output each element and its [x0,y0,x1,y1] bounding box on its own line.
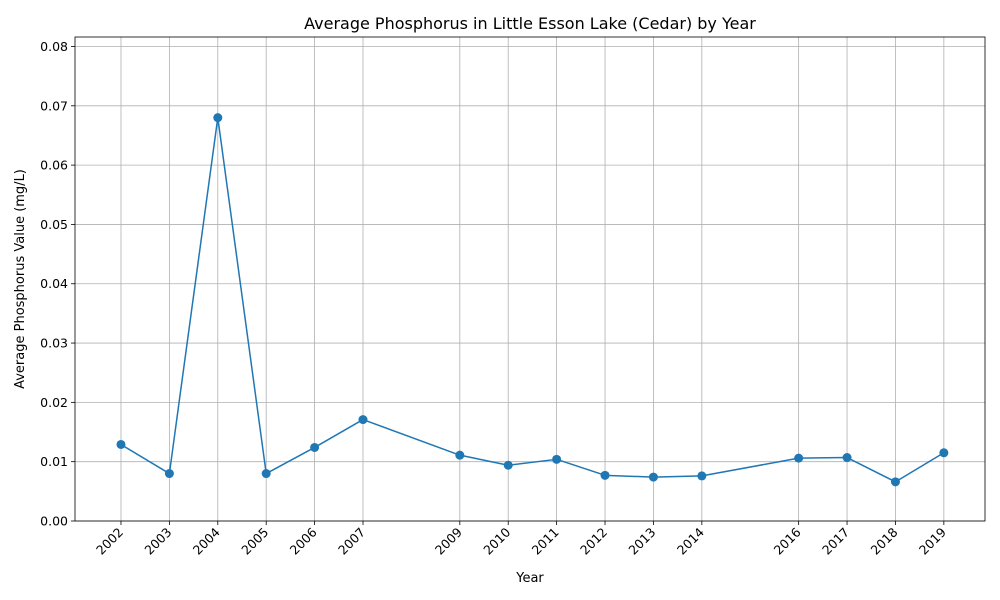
data-point [455,450,465,460]
x-axis-label: Year [515,571,544,586]
data-point [116,439,126,449]
y-tick-label: 0.05 [40,217,68,232]
y-tick-label: 0.00 [40,514,68,529]
x-tick-label: 2011 [529,525,562,558]
data-point [358,415,368,425]
x-tick-label: 2013 [625,525,658,558]
x-tick-label: 2010 [480,524,513,557]
x-tick-label: 2003 [141,525,174,558]
x-tick-label: 2017 [819,525,852,558]
x-tick-label: 2005 [238,525,271,558]
data-point [503,460,513,470]
axes [74,36,986,522]
series-layer [116,113,949,487]
data-point [794,453,804,463]
grid [75,37,985,522]
x-tick-label: 2007 [335,525,368,558]
y-tick-label: 0.02 [40,395,68,410]
x-tick-label: 2009 [432,524,465,557]
y-axis-label: Average Phosphorus Value (mg/L) [13,169,28,389]
y-tick-label: 0.06 [40,158,68,173]
data-point [261,469,271,479]
x-tick-label: 2019 [916,524,949,557]
x-tick-label: 2002 [93,525,126,558]
data-point [600,470,610,480]
y-axis-ticks: 0.00 0.01 0.02 0.03 0.04 0.05 0.06 0.07 0.08 [40,39,75,529]
x-axis-ticks: 2002 2003 2004 2005 2006 2007 2009 2010 2011 2012… [93,521,949,558]
x-tick-label: 2012 [577,525,610,558]
x-tick-label: 2004 [190,524,223,557]
data-point [213,113,223,123]
plot-frame [74,36,986,522]
y-tick-label: 0.01 [40,454,68,469]
chart-title: Average Phosphorus in Little Esson Lake … [304,14,756,33]
x-tick-label: 2016 [771,524,804,557]
data-point [552,454,562,464]
y-tick-label: 0.04 [40,276,68,291]
x-tick-label: 2014 [674,524,707,557]
data-point [842,453,852,463]
data-point [164,469,174,479]
data-point [939,448,949,458]
data-point [890,477,900,487]
series-line [120,116,945,483]
y-tick-label: 0.03 [40,336,68,351]
y-tick-label: 0.08 [40,39,68,54]
data-point [310,442,320,452]
x-tick-label: 2018 [867,524,900,557]
y-tick-label: 0.07 [40,98,68,113]
x-tick-label: 2006 [287,524,320,557]
data-point [648,472,658,482]
data-point [697,471,707,481]
